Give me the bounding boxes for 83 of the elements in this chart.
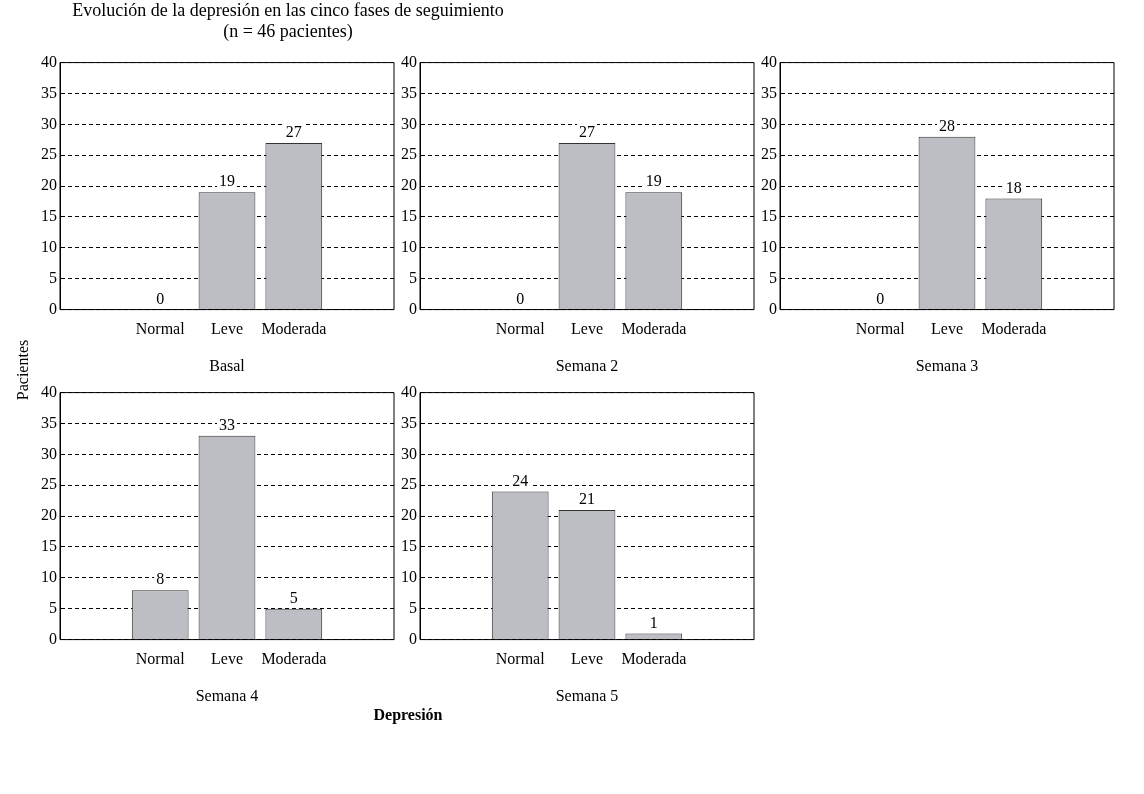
chart-title: Evolución de la depresión en las cinco fases de seguimiento (n = 46 pacientes) [71, 0, 505, 42]
y-tick-label: 10 [761, 238, 777, 256]
y-tick-label: 0 [49, 629, 57, 647]
y-tick-label: 15 [41, 207, 57, 225]
y-tick-label: 20 [761, 176, 777, 194]
x-tick-label: Leve [211, 650, 243, 668]
y-tick-label: 5 [49, 268, 57, 286]
x-tick-label: Moderada [621, 650, 687, 668]
x-tick-label: Moderada [261, 650, 327, 668]
x-tick-label: Normal [855, 320, 906, 338]
data-label: 24 [512, 471, 529, 489]
x-tick-label: Normal [495, 650, 546, 668]
x-tick-label: Leve [571, 320, 603, 338]
y-tick-label: 15 [761, 207, 777, 225]
y-tick-label: 40 [401, 382, 417, 400]
data-label: 21 [579, 490, 595, 508]
y-tick-label: 0 [409, 629, 417, 647]
y-tick-label: 15 [401, 207, 417, 225]
y-tick-label: 5 [409, 268, 417, 286]
y-tick-label: 25 [761, 145, 777, 163]
y-tick-label: 30 [761, 114, 777, 132]
y-tick-label: 10 [41, 568, 57, 586]
y-tick-label: 35 [401, 413, 417, 431]
data-label: 1 [649, 613, 658, 631]
data-label: 8 [156, 570, 165, 588]
y-tick-label: 20 [41, 506, 57, 524]
y-tick-label: 35 [761, 83, 777, 101]
x-tick-label: Leve [931, 320, 963, 338]
y-tick-label: 10 [41, 238, 57, 256]
y-tick-label: 10 [401, 568, 417, 586]
y-tick-label: 25 [401, 475, 417, 493]
y-tick-label: 40 [761, 52, 777, 70]
y-tick-label: 40 [401, 52, 417, 70]
y-tick-label: 0 [49, 299, 57, 317]
data-label: 0 [156, 289, 165, 307]
y-tick-label: 40 [41, 382, 57, 400]
x-tick-label: Leve [571, 650, 603, 668]
y-tick-label: 5 [769, 268, 777, 286]
data-label: 19 [645, 172, 662, 190]
y-tick-label: 40 [41, 52, 57, 70]
y-tick-label: 0 [409, 299, 417, 317]
text: Depresión [372, 706, 444, 724]
x-axis-title: Semana 3 [915, 356, 979, 374]
y-tick-label: 0 [769, 299, 777, 317]
y-tick-label: 25 [41, 145, 57, 163]
y-tick-label: 25 [401, 145, 417, 163]
x-tick-label: Leve [211, 320, 243, 338]
data-label: 33 [219, 416, 235, 434]
y-tick-label: 30 [401, 444, 417, 462]
y-axis-title: Pacientes [14, 339, 32, 401]
data-label: 18 [1005, 178, 1022, 196]
y-tick-label: 5 [409, 598, 417, 616]
x-axis-title: Semana 4 [195, 686, 259, 704]
y-tick-label: 20 [401, 506, 417, 524]
y-tick-label: 5 [49, 598, 57, 616]
data-label: 5 [289, 588, 298, 606]
y-tick-label: 15 [401, 537, 417, 555]
y-tick-label: 35 [41, 413, 57, 431]
y-tick-label: 20 [41, 176, 57, 194]
y-tick-label: 30 [41, 114, 57, 132]
y-tick-label: 30 [401, 114, 417, 132]
y-tick-label: 30 [41, 444, 57, 462]
data-label: 27 [579, 123, 595, 141]
x-axis-title: Semana 5 [555, 686, 619, 704]
x-tick-label: Normal [135, 650, 186, 668]
data-label: 28 [939, 116, 955, 134]
x-tick-label: Moderada [981, 320, 1047, 338]
x-tick-label: Normal [495, 320, 546, 338]
data-label: 0 [876, 289, 885, 307]
x-tick-label: Normal [135, 320, 186, 338]
data-label: 27 [285, 123, 302, 141]
data-label: 0 [516, 289, 525, 307]
x-axis-title: Basal [209, 356, 246, 374]
data-label: 19 [219, 172, 235, 190]
y-tick-label: 20 [401, 176, 417, 194]
x-axis-title: Semana 2 [555, 356, 619, 374]
x-tick-label: Moderada [621, 320, 687, 338]
y-tick-label: 35 [41, 83, 57, 101]
y-tick-label: 25 [41, 475, 57, 493]
y-tick-label: 10 [401, 238, 417, 256]
y-tick-label: 15 [41, 537, 57, 555]
x-tick-label: Moderada [261, 320, 327, 338]
y-tick-label: 35 [401, 83, 417, 101]
